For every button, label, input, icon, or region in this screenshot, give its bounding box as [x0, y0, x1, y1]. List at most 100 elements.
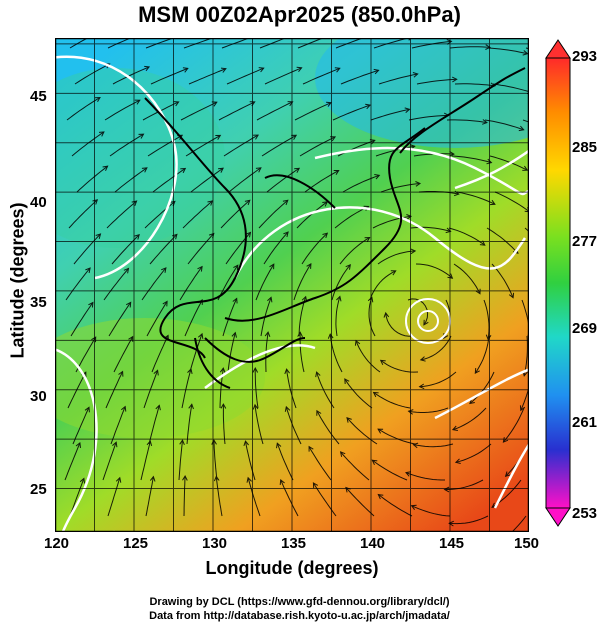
streamline-arrow: [153, 369, 159, 376]
streamline: [188, 68, 227, 85]
streamline-arrow: [443, 486, 450, 493]
streamline: [183, 475, 186, 517]
map-panel: [55, 38, 529, 532]
streamline-arrow: [346, 417, 352, 423]
streamline: [491, 263, 514, 298]
streamline: [385, 312, 414, 337]
streamline: [408, 407, 449, 413]
streamline: [220, 199, 251, 229]
streamline: [145, 476, 154, 517]
streamline-arrow: [79, 477, 86, 484]
streamline: [355, 340, 381, 373]
streamline: [276, 443, 294, 481]
streamline-arrow: [522, 50, 529, 56]
streamline-arrow: [125, 301, 132, 308]
streamline: [261, 134, 297, 157]
streamline: [308, 446, 332, 481]
streamline: [71, 131, 105, 157]
streamline-arrow: [115, 476, 122, 483]
streamline-arrow: [373, 68, 380, 75]
streamline-arrow: [98, 131, 105, 137]
streamline: [107, 477, 121, 517]
streamline: [183, 38, 214, 49]
streamline: [228, 167, 262, 193]
streamline: [340, 69, 379, 85]
streamline: [407, 298, 429, 326]
streamline: [377, 250, 416, 265]
streamline-arrow: [345, 263, 351, 270]
streamline: [521, 299, 529, 330]
streamline-arrow: [179, 439, 185, 445]
streamline-arrow: [215, 134, 222, 140]
streamline-arrow: [161, 267, 167, 273]
streamline: [372, 215, 412, 229]
streamline-arrow: [415, 181, 422, 187]
streamline: [143, 370, 159, 409]
streamline: [380, 359, 419, 373]
streamline: [185, 134, 221, 157]
streamline-arrow: [336, 295, 342, 302]
streamline-arrow: [405, 471, 411, 477]
streamline: [410, 226, 451, 232]
streamline: [342, 174, 380, 193]
streamline-arrow: [365, 103, 372, 110]
streamline-arrow: [297, 331, 303, 338]
streamline-arrow: [284, 368, 290, 375]
streamline-arrow: [84, 406, 90, 413]
streamline-arrow: [232, 297, 238, 304]
streamline-arrow: [294, 167, 301, 173]
streamline-arrow: [182, 67, 189, 73]
streamline: [180, 101, 218, 121]
streamline: [368, 297, 376, 337]
x-tick-135: 135: [281, 535, 307, 552]
streamline: [65, 267, 91, 301]
x-tick-150: 150: [514, 535, 540, 552]
streamline-arrow: [243, 440, 249, 447]
streamline: [145, 38, 175, 49]
streamline-arrow: [144, 65, 151, 72]
streamline-arrow: [218, 167, 224, 173]
streamline-arrow: [327, 333, 334, 339]
streamline-arrow: [518, 125, 525, 132]
streamline: [378, 494, 413, 517]
x-tick-140: 140: [360, 535, 386, 552]
streamline: [226, 67, 264, 85]
streamline-arrow: [334, 67, 341, 73]
streamline: [420, 335, 452, 361]
streamline: [378, 73, 418, 85]
streamline-arrow: [315, 371, 321, 378]
streamline-arrow: [282, 199, 289, 206]
streamline: [293, 263, 312, 301]
streamline-arrow: [418, 383, 425, 390]
streamline-arrow: [146, 440, 153, 447]
streamline-arrow: [75, 441, 81, 448]
streamline: [446, 119, 487, 124]
streamline-arrow: [504, 471, 511, 478]
streamline: [113, 336, 134, 373]
streamline: [413, 443, 454, 448]
streamline-arrow: [269, 263, 275, 270]
streamline: [263, 231, 289, 265]
streamline-arrow: [333, 170, 340, 175]
streamline: [254, 404, 264, 445]
streamline: [302, 67, 340, 85]
streamline: [181, 368, 192, 409]
streamline-arrow: [374, 174, 381, 180]
streamline-arrow: [383, 311, 390, 318]
streamline-arrow: [322, 232, 329, 239]
streamline-arrow: [479, 240, 486, 246]
streamline: [369, 270, 396, 301]
streamline-arrow: [233, 264, 239, 271]
streamline: [247, 477, 261, 517]
streamline-arrow: [308, 445, 314, 452]
streamline: [259, 38, 287, 49]
streamline-arrow: [173, 101, 180, 107]
streamline: [150, 67, 188, 85]
streamline-arrow: [367, 296, 374, 303]
streamline-arrow: [419, 356, 426, 362]
streamline: [419, 371, 457, 388]
streamline: [140, 440, 151, 481]
streamline-arrow: [123, 267, 130, 274]
streamline: [76, 165, 108, 193]
streamline: [299, 136, 336, 157]
